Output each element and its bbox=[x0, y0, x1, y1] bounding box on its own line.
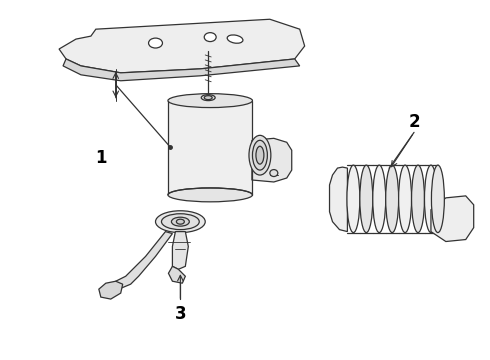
Text: 3: 3 bbox=[174, 305, 186, 323]
Polygon shape bbox=[172, 231, 188, 269]
Ellipse shape bbox=[227, 35, 243, 43]
Ellipse shape bbox=[373, 165, 386, 233]
Text: 2: 2 bbox=[408, 113, 420, 131]
Ellipse shape bbox=[424, 165, 438, 233]
Ellipse shape bbox=[256, 146, 264, 164]
Ellipse shape bbox=[172, 217, 189, 226]
Ellipse shape bbox=[168, 188, 252, 202]
Polygon shape bbox=[59, 19, 305, 73]
Ellipse shape bbox=[162, 214, 199, 230]
Ellipse shape bbox=[168, 94, 252, 108]
Polygon shape bbox=[252, 138, 292, 182]
Polygon shape bbox=[329, 167, 347, 231]
Polygon shape bbox=[63, 59, 300, 81]
Polygon shape bbox=[99, 281, 122, 299]
Ellipse shape bbox=[155, 211, 205, 233]
Text: 1: 1 bbox=[95, 149, 106, 167]
Ellipse shape bbox=[386, 165, 399, 233]
Ellipse shape bbox=[204, 96, 212, 100]
Ellipse shape bbox=[270, 170, 278, 176]
Polygon shape bbox=[116, 231, 172, 289]
Polygon shape bbox=[169, 266, 185, 283]
Ellipse shape bbox=[360, 165, 373, 233]
Ellipse shape bbox=[412, 165, 424, 233]
Ellipse shape bbox=[148, 38, 163, 48]
Ellipse shape bbox=[249, 135, 271, 175]
Polygon shape bbox=[431, 196, 474, 242]
Ellipse shape bbox=[176, 219, 184, 224]
Polygon shape bbox=[169, 100, 252, 195]
Ellipse shape bbox=[252, 140, 268, 170]
Ellipse shape bbox=[347, 165, 360, 233]
Ellipse shape bbox=[204, 33, 216, 41]
Ellipse shape bbox=[431, 165, 444, 233]
Ellipse shape bbox=[399, 165, 412, 233]
Ellipse shape bbox=[201, 95, 215, 100]
